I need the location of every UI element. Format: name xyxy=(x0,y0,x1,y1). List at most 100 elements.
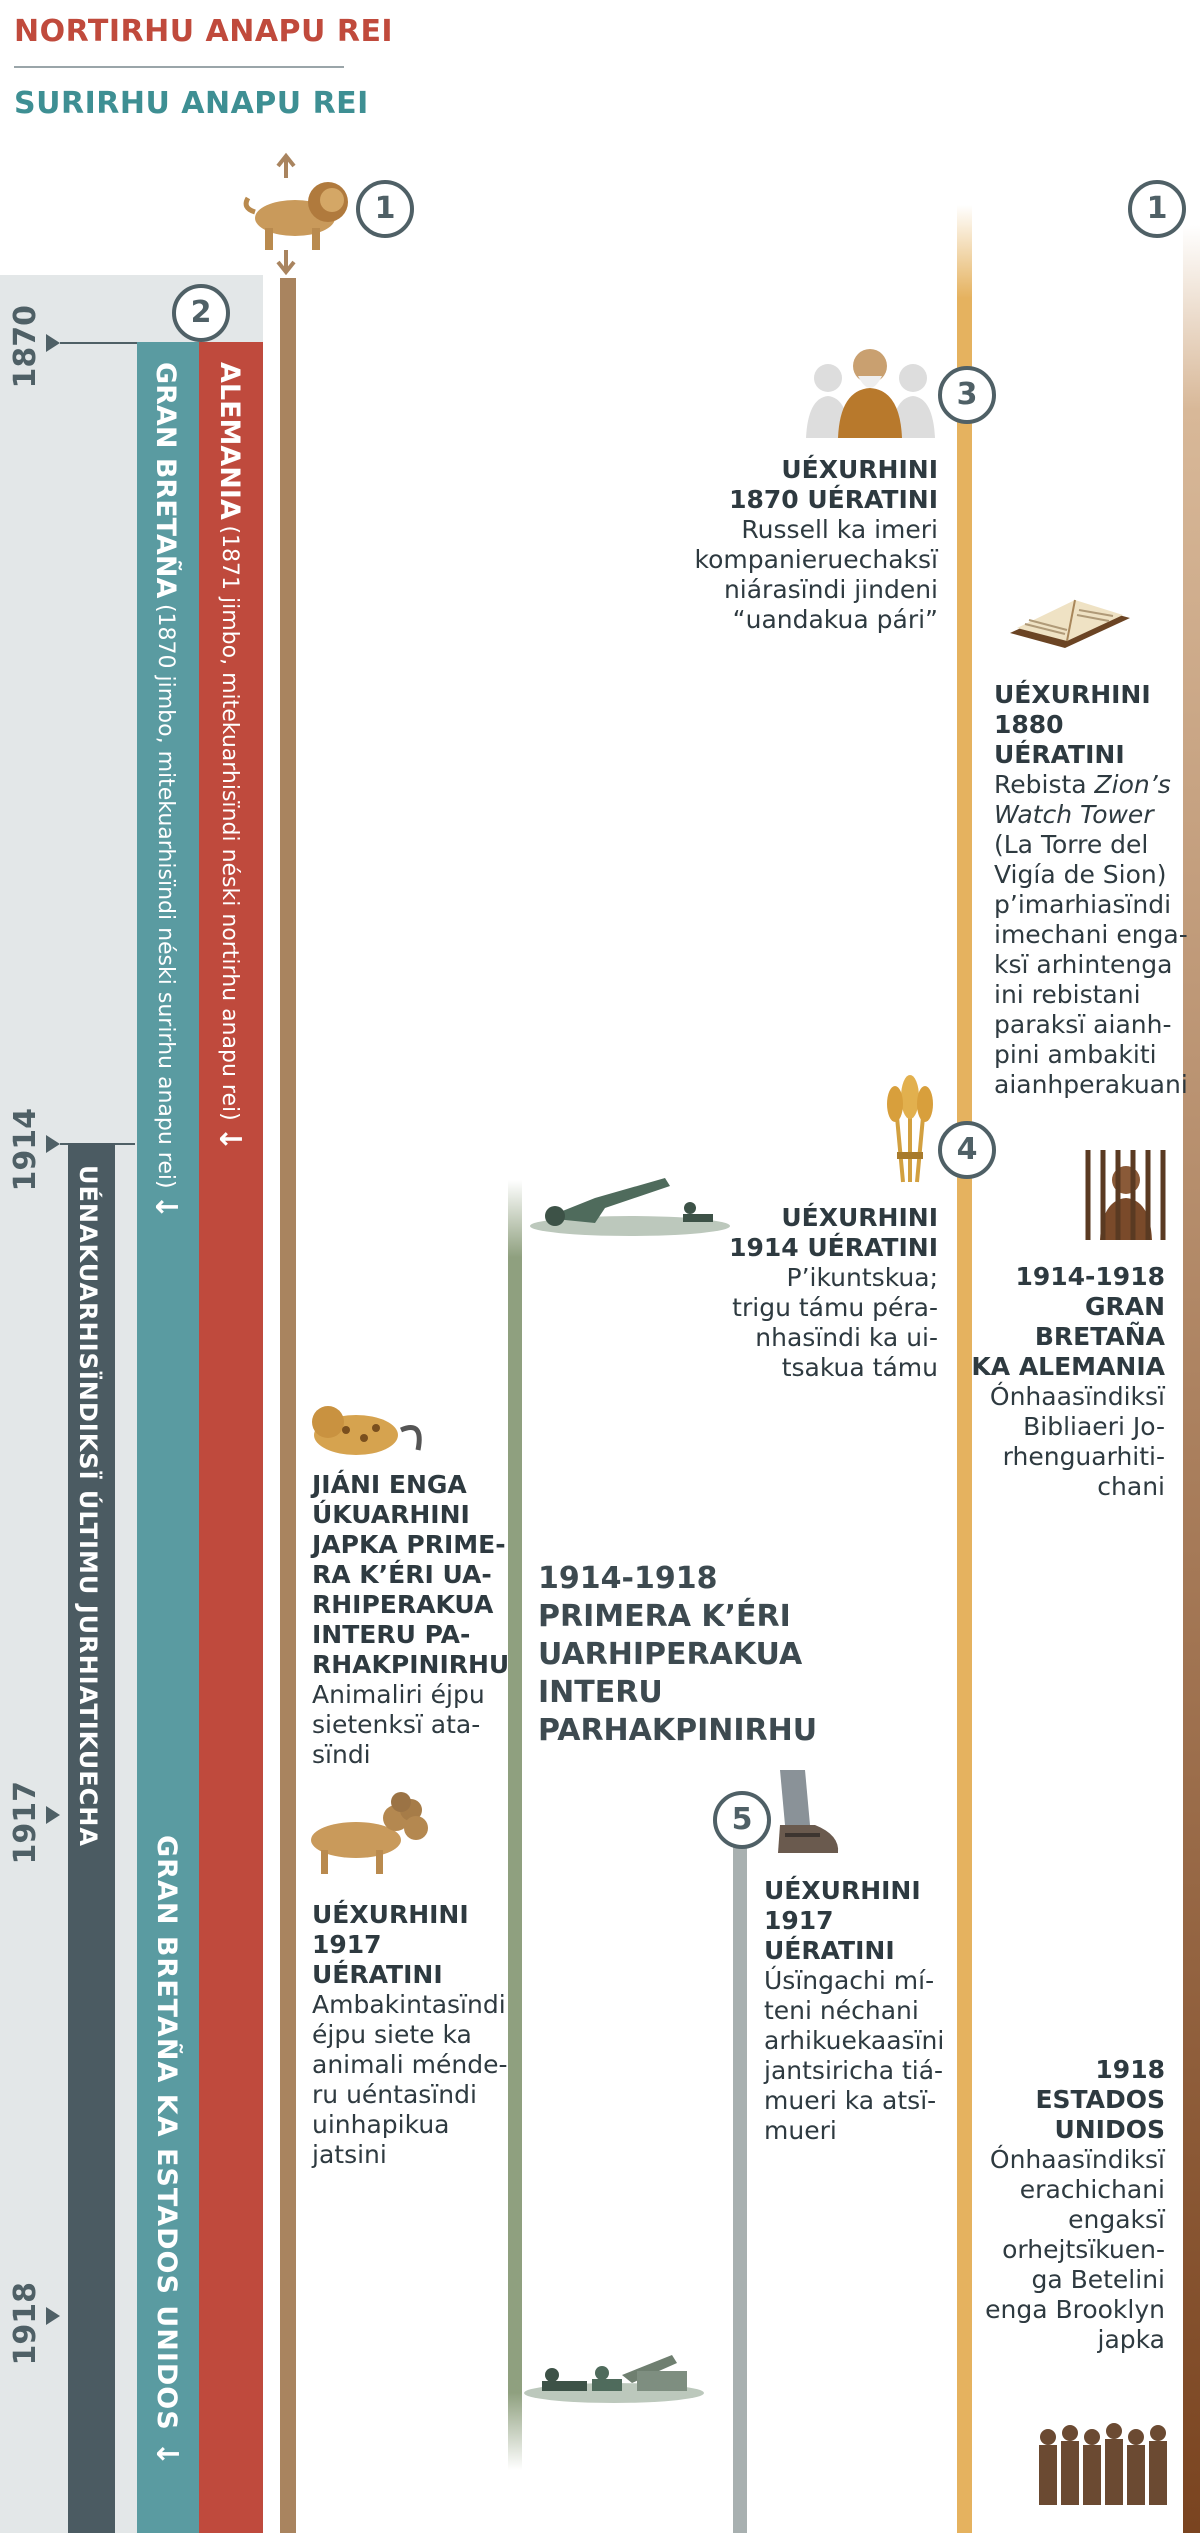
event-1917-beast-line: ru uéntasïndi xyxy=(312,2080,477,2109)
war-title-line: PRIMERA K’ÉRI xyxy=(538,1599,791,1634)
event-1918-line: japka xyxy=(1097,2325,1166,2354)
war-title: 1914-1918 PRIMERA K’ÉRI UARHIPERAKUA INT… xyxy=(538,1560,817,1750)
event-1918-line: orhejtsïkuen- xyxy=(1002,2235,1165,2264)
year-1917: 1917 xyxy=(8,1781,43,1865)
event-1917-beast-line: jatsini xyxy=(312,2140,387,2169)
war-title-line: PARHAKPINIRHU xyxy=(538,1713,818,1748)
event-1918-line: enga Brooklyn xyxy=(985,2295,1165,2324)
wheat-icon xyxy=(887,1075,933,1183)
britain-note: (1870 jimbo, mitekuarhisïndi néski surir… xyxy=(153,603,178,1189)
badge-3: 3 xyxy=(938,366,996,424)
war-title-line: 1914-1918 xyxy=(538,1561,718,1596)
book-icon xyxy=(1010,599,1130,648)
beast-body-line: sietenksï ata- xyxy=(312,1710,481,1739)
feet-line xyxy=(733,1842,747,2533)
event-1914-line: tsakua támu xyxy=(781,1353,938,1382)
beast-title-line: RA K’ÉRI UA- xyxy=(312,1560,492,1589)
event-1918-title: 1918 xyxy=(1095,2055,1165,2084)
anglo-american-arrow-icon: ↓ xyxy=(149,2441,184,2468)
cannon-icon xyxy=(530,1178,730,1236)
badge-2: 2 xyxy=(172,284,230,342)
germany-band xyxy=(199,342,263,2533)
event-1880-italic: Zion’s xyxy=(1094,770,1171,799)
event-1917-feet: UÉXURHINI 1917 UÉRATINI Úsïngachi mí- te… xyxy=(764,1876,954,2146)
beast-body-line: sïndi xyxy=(312,1740,371,1769)
event-1918-line: Ónhaasïndiksï xyxy=(989,2145,1165,2174)
badge-4: 4 xyxy=(938,1121,996,1179)
event-1917-beast-year: 1917 UÉRATINI xyxy=(312,1930,443,1989)
event-1917-beast-line: éjpu siete ka xyxy=(312,2020,472,2049)
soldiers-icon xyxy=(524,2355,704,2403)
germany-title: ALEMANIA xyxy=(214,362,245,520)
event-1918-line: ga Betelini xyxy=(1031,2265,1165,2294)
year-1914: 1914 xyxy=(8,1108,43,1192)
event-1917-feet-line: arhikuekaasïni xyxy=(764,2026,945,2055)
legend-north: NORTIRHU ANAPU REI xyxy=(14,14,394,49)
britain-title: GRAN BRETAÑA xyxy=(150,362,181,599)
year-1870: 1870 xyxy=(8,305,43,389)
britain-band xyxy=(137,342,199,2533)
event-1880-italic: Watch Tower xyxy=(994,800,1154,829)
event-1870-line: niárasïndi jindeni xyxy=(723,575,938,604)
event-1917-feet-title: UÉXURHINI xyxy=(764,1876,921,1905)
event-1917-feet-year: 1917 UÉRATINI xyxy=(764,1906,895,1965)
gold-line xyxy=(957,205,972,2533)
event-1914: UÉXURHINI 1914 UÉRATINI P’ikuntskua; tri… xyxy=(680,1203,938,1383)
event-1914-1918-line: chani xyxy=(1097,1472,1165,1501)
last-days-label: UÉNAKUARHISÏNDIKSÏ ÚLTIMU JURHIATIKUECHA xyxy=(74,1165,102,1847)
year-1917-marker xyxy=(46,1806,60,1824)
war-title-line: INTERU xyxy=(538,1675,663,1710)
event-1914-1918-title: KA ALEMANIA xyxy=(971,1352,1165,1381)
event-1914-1918-line: Ónhaasïndiksï xyxy=(989,1382,1165,1411)
year-1914-marker xyxy=(46,1135,60,1153)
event-1880-line: paraksï aianh- xyxy=(994,1010,1172,1039)
event-1914-1918-line: Bibliaeri Jo- xyxy=(1023,1412,1165,1441)
event-1880-line: imechani enga- xyxy=(994,920,1188,949)
badge-5: 5 xyxy=(713,1791,771,1849)
crowd-icon xyxy=(1039,2423,1167,2505)
war-line xyxy=(508,1180,522,2470)
year-1918-marker xyxy=(46,2307,60,2325)
event-1914-1918-title: 1914-1918 xyxy=(1015,1262,1165,1291)
beast-title-line: ÚKUARHINI xyxy=(312,1500,470,1529)
event-1918-line: engaksï xyxy=(1068,2205,1165,2234)
event-1880-pre: Rebista xyxy=(994,770,1095,799)
right-line xyxy=(1183,225,1200,2533)
anglo-american-label: GRAN BRETAÑA KA ESTADOS UNIDOS ↓ xyxy=(149,1835,184,2467)
event-1914-title: UÉXURHINI xyxy=(781,1203,938,1232)
event-1917-beast: UÉXURHINI 1917 UÉRATINI Ambakintasïndi é… xyxy=(312,1900,512,2170)
badge-1-right: 1 xyxy=(1128,180,1186,238)
event-1880-year: 1880 UÉRATINI xyxy=(994,710,1125,769)
prisoner-icon xyxy=(1085,1150,1166,1240)
event-1880-line: (La Torre del xyxy=(994,830,1149,859)
event-1870-line: kompanieruechaksï xyxy=(694,545,938,574)
last-days-band xyxy=(68,1143,115,2533)
event-1917-feet-line: mueri xyxy=(764,2116,837,2145)
event-1918-title: ESTADOS xyxy=(1035,2085,1165,2114)
legend-south: SURIRHU ANAPU REI xyxy=(14,86,369,121)
beast-icon xyxy=(311,1792,428,1874)
event-1917-feet-line: teni néchani xyxy=(764,1996,919,2025)
beast-title-line: RHAKPINIRHU xyxy=(312,1650,510,1679)
beast-line xyxy=(280,278,296,2533)
event-1880-line: aianhperakuani xyxy=(994,1070,1188,1099)
event-1914-line: P’ikuntskua; xyxy=(786,1263,939,1292)
germany-arrow-icon: ↓ xyxy=(212,1126,247,1152)
event-1880-title: UÉXURHINI xyxy=(994,680,1151,709)
britain-arrow-icon: ↓ xyxy=(148,1194,183,1220)
event-1880-line: Rebista Zion’s xyxy=(994,770,1194,800)
beast-title-line: JAPKA PRIME- xyxy=(312,1530,506,1559)
event-1870-line: “uandakua pári” xyxy=(732,605,938,634)
beast-title-line: JIÁNI ENGA xyxy=(312,1470,467,1499)
event-1918-title: UNIDOS xyxy=(1054,2115,1165,2144)
germany-label: ALEMANIA (1871 jimbo, mitekuarhisïndi né… xyxy=(212,362,247,1151)
germany-note: (1871 jimbo, mitekuarhisïndi néski norti… xyxy=(217,525,242,1121)
beast-body-line: Animaliri éjpu xyxy=(312,1680,485,1709)
anglo-american-title: GRAN BRETAÑA KA ESTADOS UNIDOS xyxy=(151,1835,182,2431)
leopard-icon xyxy=(312,1406,422,1455)
beast-event: JIÁNI ENGA ÚKUARHINI JAPKA PRIME- RA K’É… xyxy=(312,1470,512,1770)
event-1914-line: nhasïndi ka ui- xyxy=(755,1323,938,1352)
event-1880-line: pini ambakiti xyxy=(994,1040,1157,1069)
event-1880-line: p’imarhiasïndi xyxy=(994,890,1172,919)
event-1880-line: ksï arhintenga xyxy=(994,950,1173,979)
